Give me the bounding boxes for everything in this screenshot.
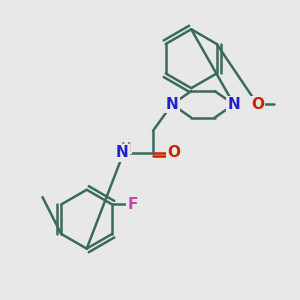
- Text: N: N: [116, 146, 128, 160]
- Text: N: N: [227, 97, 240, 112]
- Text: N: N: [166, 97, 178, 112]
- Text: F: F: [128, 197, 138, 212]
- Text: H: H: [121, 141, 132, 154]
- Text: O: O: [251, 97, 264, 112]
- Text: O: O: [168, 146, 181, 160]
